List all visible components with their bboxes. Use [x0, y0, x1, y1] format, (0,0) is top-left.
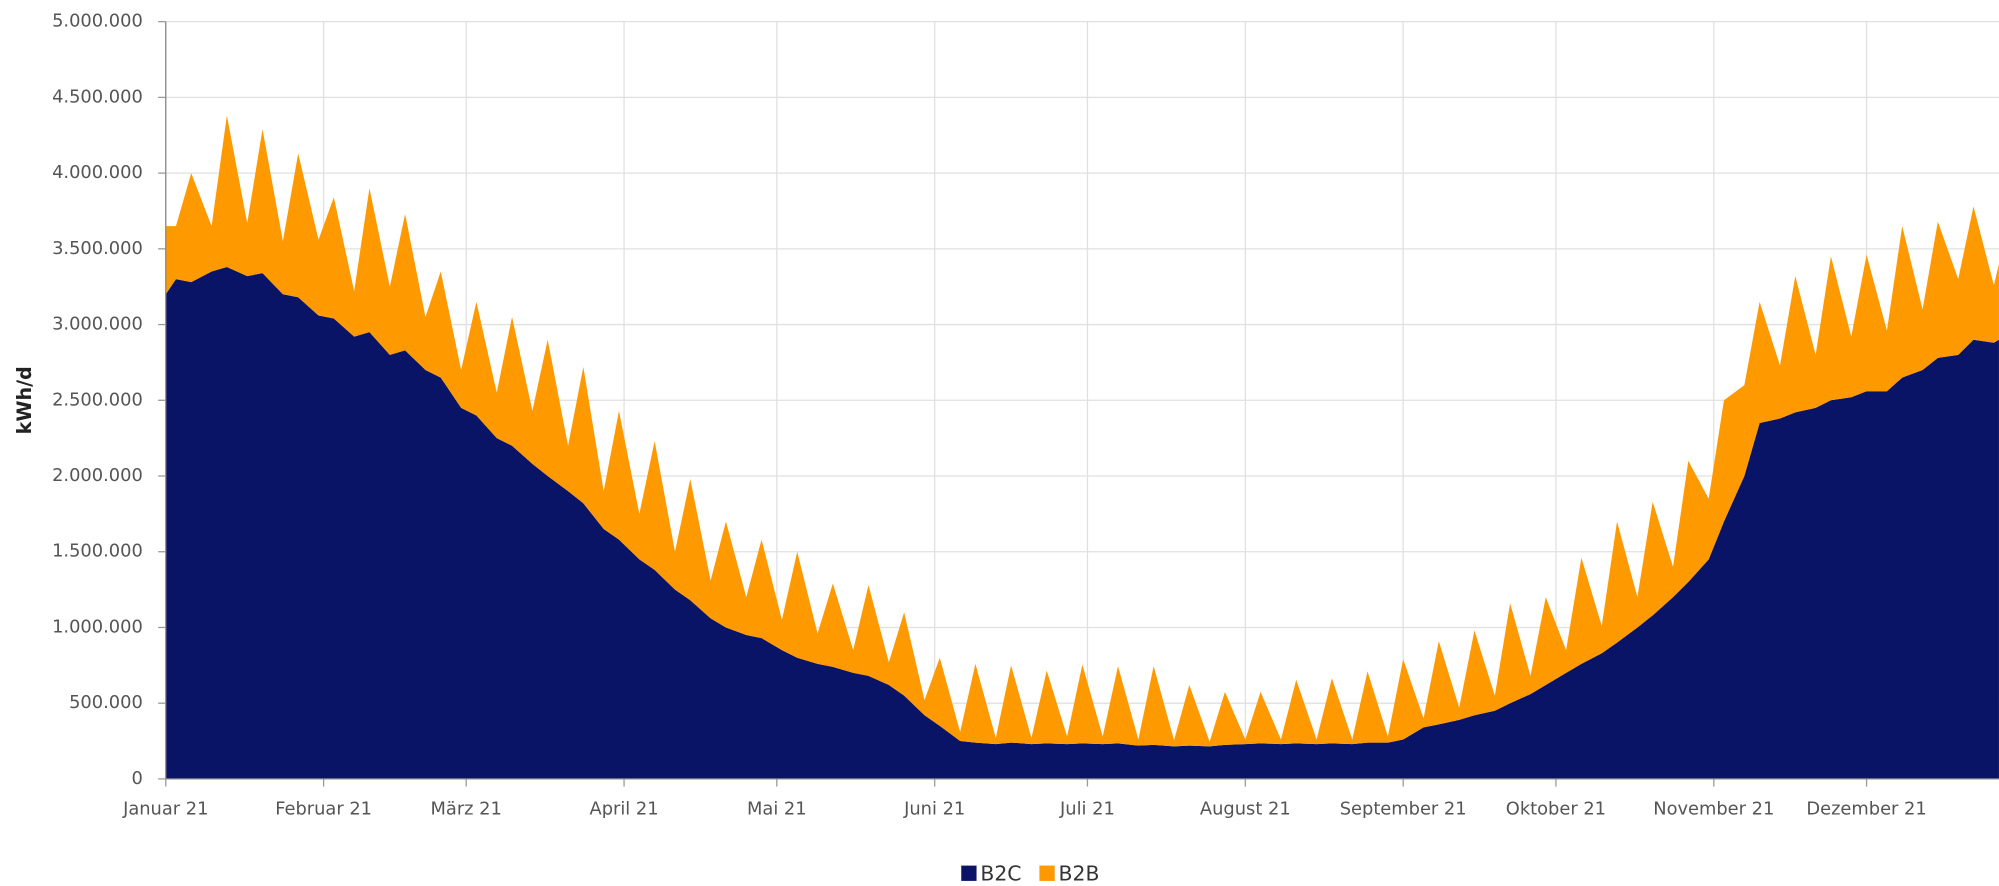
y-tick-label: 500.000: [69, 692, 143, 713]
legend-label: B2C: [980, 862, 1021, 886]
y-tick-label: 1.000.000: [52, 616, 143, 637]
y-tick-label: 5.000.000: [52, 11, 143, 32]
x-tick-label: März 21: [431, 799, 502, 820]
area: [165, 267, 1999, 779]
y-tick-label: 4.500.000: [52, 86, 143, 107]
y-tick-label: 3.000.000: [52, 314, 143, 335]
x-tick-label: Mai 21: [747, 799, 807, 820]
y-tick-label: 2.000.000: [52, 465, 143, 486]
x-tick-label: April 21: [590, 799, 659, 820]
x-tick-label: August 21: [1200, 799, 1291, 820]
y-tick-label: 0: [131, 768, 142, 789]
y-tick-label: 4.000.000: [52, 162, 143, 183]
x-tick-label: Januar 21: [122, 799, 208, 820]
legend-swatch: [1039, 865, 1055, 881]
x-tick-label: Februar 21: [275, 799, 372, 820]
area: [165, 115, 1999, 747]
x-tick-label: November 21: [1653, 799, 1774, 820]
x-tick-label: Juli 21: [1059, 799, 1115, 820]
x-tick-label: Dezember 21: [1806, 799, 1926, 820]
x-tick-label: September 21: [1340, 799, 1467, 820]
legend-label: B2B: [1059, 862, 1100, 886]
y-tick-label: 3.500.000: [52, 238, 143, 259]
y-axis-label: kWh/d: [13, 366, 36, 434]
y-tick-label: 2.500.000: [52, 389, 143, 410]
x-tick-label: Juni 21: [903, 799, 965, 820]
x-tick-label: Oktober 21: [1506, 799, 1606, 820]
y-tick-label: 1.500.000: [52, 541, 143, 562]
legend-swatch: [961, 865, 977, 881]
